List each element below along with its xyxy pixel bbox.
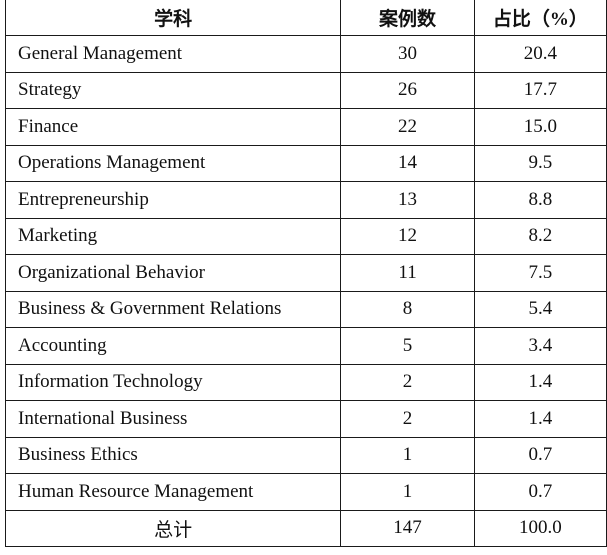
cell-cases: 14 <box>340 144 475 182</box>
cell-subject: Information Technology <box>4 363 342 401</box>
cell-subject: Business Ethics <box>4 436 342 474</box>
table-row: Business Ethics 1 0.7 <box>4 436 607 474</box>
cell-subject: International Business <box>4 400 342 438</box>
cell-cases: 11 <box>340 254 475 292</box>
cell-cases: 30 <box>340 35 475 73</box>
cell-subject: Entrepreneurship <box>4 181 342 219</box>
cell-cases: 12 <box>340 217 475 255</box>
cell-subject: Accounting <box>4 327 342 365</box>
cell-subject: Organizational Behavior <box>4 254 342 292</box>
cell-subject: Operations Management <box>4 144 342 182</box>
cell-share: 0.7 <box>473 436 607 474</box>
cell-share: 5.4 <box>473 290 607 328</box>
cell-subject: Finance <box>4 108 342 146</box>
cell-subject: Strategy <box>4 71 342 109</box>
table-row: Finance 22 15.0 <box>4 108 607 146</box>
cell-share: 9.5 <box>473 144 607 182</box>
cell-cases: 1 <box>340 473 475 511</box>
header-subject: 学科 <box>4 0 342 36</box>
total-row: 总计 147 100.0 <box>4 509 607 547</box>
cell-subject: Human Resource Management <box>4 473 342 511</box>
cell-share: 8.8 <box>473 181 607 219</box>
header-share: 占比（%） <box>473 0 607 36</box>
cell-share: 1.4 <box>473 400 607 438</box>
table-row: General Management 30 20.4 <box>4 35 607 73</box>
cell-share: 1.4 <box>473 363 607 401</box>
table-row: Organizational Behavior 11 7.5 <box>4 254 607 292</box>
table-row: Information Technology 2 1.4 <box>4 363 607 401</box>
cell-share: 15.0 <box>473 108 607 146</box>
table-row: Accounting 5 3.4 <box>4 327 607 365</box>
table-row: Human Resource Management 1 0.7 <box>4 473 607 511</box>
table-row: Business & Government Relations 8 5.4 <box>4 290 607 328</box>
cell-share: 0.7 <box>473 473 607 511</box>
table-row: Operations Management 14 9.5 <box>4 144 607 182</box>
cell-share: 3.4 <box>473 327 607 365</box>
total-label: 总计 <box>4 509 342 547</box>
table-row: International Business 2 1.4 <box>4 400 607 438</box>
cell-cases: 8 <box>340 290 475 328</box>
cell-subject: Business & Government Relations <box>4 290 342 328</box>
table-row: Strategy 26 17.7 <box>4 71 607 109</box>
cell-share: 20.4 <box>473 35 607 73</box>
cell-share: 8.2 <box>473 217 607 255</box>
cell-share: 17.7 <box>473 71 607 109</box>
total-share: 100.0 <box>473 509 607 547</box>
cell-subject: Marketing <box>4 217 342 255</box>
case-distribution-table: 学科 案例数 占比（%） General Management 30 20.4 … <box>4 0 607 547</box>
cell-cases: 5 <box>340 327 475 365</box>
cell-share: 7.5 <box>473 254 607 292</box>
cell-cases: 13 <box>340 181 475 219</box>
total-cases: 147 <box>340 509 475 547</box>
cell-cases: 2 <box>340 363 475 401</box>
cell-cases: 26 <box>340 71 475 109</box>
cell-subject: General Management <box>4 35 342 73</box>
cell-cases: 22 <box>340 108 475 146</box>
header-cases: 案例数 <box>340 0 475 36</box>
cell-cases: 1 <box>340 436 475 474</box>
header-row: 学科 案例数 占比（%） <box>4 0 607 36</box>
table-row: Marketing 12 8.2 <box>4 217 607 255</box>
table-row: Entrepreneurship 13 8.8 <box>4 181 607 219</box>
cell-cases: 2 <box>340 400 475 438</box>
